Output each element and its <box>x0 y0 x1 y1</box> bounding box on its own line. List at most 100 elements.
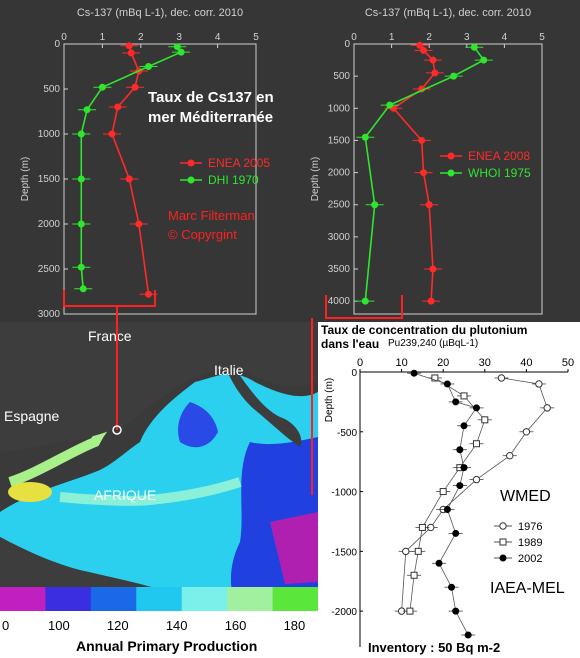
sea-deep <box>270 512 318 584</box>
y-tick-label: 500 <box>43 84 60 95</box>
data-point <box>410 571 418 579</box>
data-point <box>435 559 443 567</box>
colorbar-tick-label: 120 <box>107 618 129 633</box>
data-point <box>431 374 439 382</box>
y-tick-label: 3000 <box>38 309 61 320</box>
data-point <box>125 175 133 183</box>
data-point <box>543 404 551 412</box>
y-axis-label: Depth (m) <box>310 157 321 201</box>
colorbar-tick-label: 160 <box>225 618 247 633</box>
x-tick-label: 3 <box>464 32 470 43</box>
pu-series-line-1 <box>409 377 486 612</box>
data-point <box>77 175 85 183</box>
taux-title: Taux de Cs137 en mer Méditerranée <box>148 89 274 126</box>
data-point <box>114 103 122 111</box>
y-tick-label: 3000 <box>328 232 351 243</box>
data-point <box>460 422 468 430</box>
x-tick-label: 0 <box>61 32 67 43</box>
data-point <box>497 374 506 382</box>
data-point <box>108 130 116 138</box>
colorbar: 0 100 120 140 160 180 <box>0 587 318 658</box>
colorbar-label: Annual Primary Production <box>76 638 258 654</box>
x-tick-label: 5 <box>253 32 259 43</box>
y-tick-label: 1500 <box>328 135 351 146</box>
data-point <box>429 265 437 273</box>
data-point <box>414 547 422 555</box>
x-tick-label: 0 <box>351 32 357 43</box>
x-tick-label: 30 <box>479 357 491 369</box>
data-point <box>456 446 464 454</box>
data-point <box>418 136 426 144</box>
plutonium-chart-svg: 0 10 20 30 40 50 0 -500 -1000 -1500 -2000 Depth (m)… <box>324 357 574 647</box>
data-point <box>431 69 439 77</box>
colorbar-swatch <box>45 587 92 611</box>
x-tick-label: 1 <box>100 32 106 43</box>
y-tick-label: 0 <box>344 39 350 50</box>
colorbar-swatch <box>136 587 183 611</box>
legend-marker <box>187 176 195 184</box>
data-point <box>452 529 460 537</box>
y-tick-label: -500 <box>337 428 357 439</box>
label-france: France <box>88 328 132 344</box>
x-tick-label: 50 <box>562 357 574 369</box>
y-tick-label: 0 <box>351 368 357 379</box>
pu-series-line-2 <box>413 372 478 636</box>
plot-frame <box>353 43 543 315</box>
y-tick-label: 1000 <box>38 129 61 140</box>
legend-marker <box>187 159 195 167</box>
mediterranean-map: 0 100 120 140 160 180 France Italie Espagne A… <box>0 322 318 658</box>
cs137-chart-left: Cs-137 (mBq L-1), dec. corr. 2010 0 1 2 3 4 5 0… <box>0 0 290 322</box>
data-point <box>127 49 135 57</box>
legend-label: WHOI 1975 <box>468 166 531 180</box>
legend-label: 1989 <box>518 537 542 549</box>
series-line-1 <box>80 46 183 289</box>
data-point <box>173 43 181 51</box>
data-point <box>456 482 464 490</box>
data-point <box>406 607 414 615</box>
data-point <box>371 201 379 209</box>
data-point <box>402 547 410 556</box>
y-axis-label: Depth (m) <box>324 378 335 422</box>
data-point <box>131 83 139 91</box>
y-tick-label: 0 <box>54 39 60 50</box>
y-tick-label: 1500 <box>38 174 61 185</box>
data-point <box>420 46 428 54</box>
y-tick-label: 2500 <box>38 264 61 275</box>
x-tick-label: 2 <box>426 32 432 43</box>
data-point <box>135 220 143 228</box>
legend-label: ENEA 2008 <box>468 149 530 163</box>
data-point <box>125 42 133 50</box>
chart-title: Cs-137 (mBq L-1), dec. corr. 2010 <box>365 7 531 19</box>
spain-yellow <box>8 482 52 502</box>
data-point <box>420 169 428 177</box>
x-tick-label: 3 <box>176 32 182 43</box>
data-point <box>470 43 478 51</box>
colorbar-swatch <box>90 587 137 611</box>
colorbar-swatch <box>0 587 46 611</box>
data-point <box>79 285 87 293</box>
data-point <box>429 56 437 64</box>
data-point <box>472 475 481 484</box>
pu-series-line-0 <box>401 377 548 612</box>
legend-label: 1976 <box>518 521 542 533</box>
label-espagne: Espagne <box>4 408 60 424</box>
y-tick-label: 1000 <box>328 103 351 114</box>
data-point <box>425 201 433 209</box>
author-name: Marc Filterman <box>168 208 255 223</box>
sea-tyrrhenian <box>178 402 218 448</box>
land-italy <box>225 362 302 447</box>
colorbar-tick-label: 140 <box>166 618 188 633</box>
legend-label: 2002 <box>518 553 542 565</box>
data-point <box>361 133 369 141</box>
series-line-0 <box>111 45 150 295</box>
data-point <box>416 41 424 49</box>
data-point <box>506 451 514 460</box>
data-point <box>386 101 394 109</box>
label-afrique: AFRIQUE <box>94 487 157 503</box>
data-point <box>144 290 152 298</box>
legend-label: DHI 1970 <box>208 173 259 187</box>
data-point <box>448 583 456 591</box>
legend-marker <box>447 152 455 160</box>
chart-title: Cs-137 (mBq L-1), dec. corr. 2010 <box>77 7 243 19</box>
